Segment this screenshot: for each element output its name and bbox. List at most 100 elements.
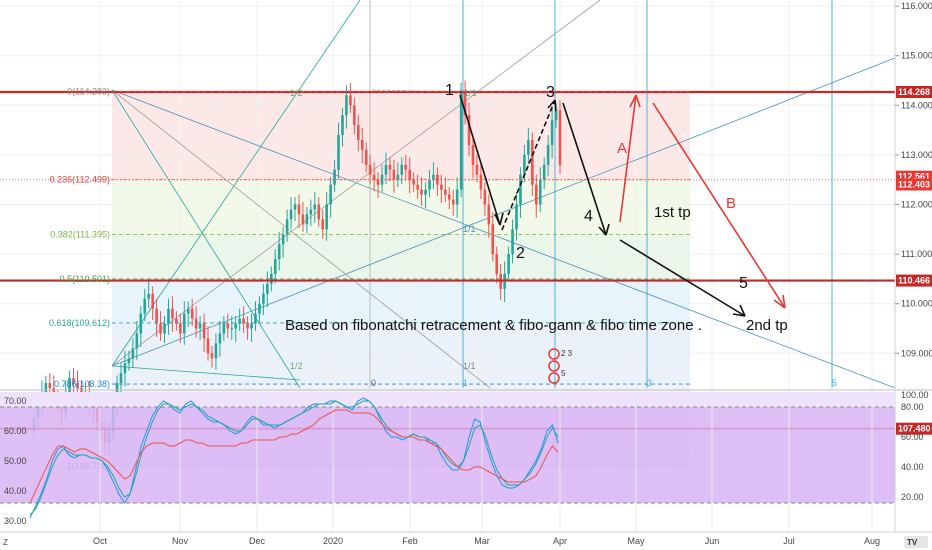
gann-fan-lines (111, 0, 896, 389)
time-axis[interactable]: Oct Nov Dec 2020 Feb Mar Apr May Jun Jul Aug (93, 536, 880, 546)
target-label-2nd-tp: 2nd tp (746, 317, 788, 334)
candle-body (491, 224, 495, 255)
candle-body (325, 204, 328, 230)
candle-body (198, 323, 202, 329)
price-tag (896, 422, 932, 435)
candle-body (139, 313, 143, 334)
candle-body (317, 204, 321, 220)
candle-body (412, 179, 415, 185)
candle-body (337, 135, 340, 170)
osc-tick-right: 40.00 (901, 462, 924, 472)
candle-body (380, 174, 384, 185)
candle-body (273, 259, 277, 274)
candle-body (440, 184, 443, 190)
candle-body (388, 164, 392, 170)
fib-label: 0.5(110.501) (60, 274, 110, 284)
candle-body (210, 353, 214, 359)
analysis-note: Based on fibonatchi retracement & fibo-g… (285, 317, 702, 334)
candle-body (242, 318, 245, 324)
candle-body (384, 164, 388, 175)
candle-body (159, 323, 162, 334)
price-tick-label: 115.000 (901, 51, 932, 61)
osc-tick-right: 100.00 (901, 390, 929, 400)
price-tag (896, 274, 932, 287)
wave-arrow-A (619, 94, 637, 223)
candle-body (550, 120, 554, 145)
price-tick-label: 113.000 (901, 150, 932, 160)
wave-arrow-4-5 (619, 239, 746, 317)
candle-body (76, 383, 79, 389)
stoch-rsi-oscillator-pane: 70.00 60.00 50.00 40.00 30.00 100.00 80.00 60.0… (0, 390, 929, 530)
footer-zoom-label[interactable]: Z (3, 538, 8, 547)
svg-text:TV: TV (907, 538, 918, 547)
candle-body (269, 273, 273, 284)
wave-label-A: A (617, 140, 627, 157)
wave-label-5: 5 (739, 275, 748, 292)
candle-body (222, 323, 226, 334)
tradingview-logo-icon: TV (904, 536, 928, 548)
candle-body (68, 378, 71, 393)
osc-series-line (29, 409, 559, 504)
candle-body (527, 140, 530, 155)
candle-body (534, 184, 538, 205)
time-tick-label: 2020 (323, 536, 343, 546)
timezone-label-0: 0 (371, 378, 376, 388)
candle-body (357, 125, 360, 141)
price-tick-label: 112.000 (901, 199, 932, 209)
time-tick-label: Jun (705, 536, 720, 546)
candle-body (459, 90, 463, 190)
wave-arrow-2-3 (501, 99, 556, 231)
candle-body (444, 189, 447, 195)
candle-body (281, 234, 285, 245)
wave-label-2: 2 (516, 245, 525, 262)
price-tag-label: 112.403 (898, 180, 930, 190)
candle-body (523, 154, 526, 175)
price-tick-label: 114.000 (901, 100, 932, 110)
candle-body (234, 323, 237, 329)
candle-body (321, 219, 325, 230)
candle-body (218, 333, 222, 344)
time-tick-label: Aug (864, 536, 880, 546)
fib-label: 0.382(111.395) (50, 230, 110, 240)
candle-body (483, 189, 487, 205)
price-axis[interactable]: 109.000 110.000 111.000 112.000 113.000 114.0… (895, 1, 932, 358)
timezone-label-1: 1 (463, 378, 468, 388)
time-tick-label: Feb (402, 536, 418, 546)
event-markers: 2 3 5 (548, 348, 573, 384)
event-marker-count-b: 5 (561, 369, 566, 378)
price-tag-label: 112.561 (898, 172, 930, 182)
osc-tick-left: 70.00 (4, 396, 27, 406)
candle-body (329, 184, 332, 205)
price-tag-label: 107.480 (898, 424, 931, 434)
candle-body (119, 373, 123, 384)
candle-body (558, 110, 562, 165)
candle-body (467, 115, 471, 145)
target-label-1st-tp: 1st tp (654, 204, 691, 221)
candle-body (471, 144, 475, 165)
candle-body (214, 343, 218, 359)
candle-body (368, 164, 372, 175)
time-tick-label: Oct (93, 536, 108, 546)
fib-label: 0(114.283) (67, 86, 110, 96)
candle-body (127, 358, 131, 364)
time-tick-label: Apr (553, 536, 567, 546)
candle-body (376, 179, 380, 185)
osc-tick-left: 50.00 (4, 456, 27, 466)
candle-body (400, 164, 404, 175)
candle-body (155, 308, 158, 324)
candle-body (147, 293, 150, 299)
price-tag-label: 110.466 (898, 276, 930, 286)
candle-body (309, 209, 313, 215)
candle-body (179, 323, 182, 334)
gann-label-half-top: 1/2 (290, 88, 303, 98)
candle-body (131, 348, 135, 359)
candle-body (428, 179, 431, 190)
osc-tick-left: 60.00 (4, 426, 27, 436)
candle-body (538, 179, 542, 205)
wave-arrow-B (652, 102, 786, 309)
time-tick-label: May (627, 536, 645, 546)
fib-label: 0.786(108.38) (54, 379, 110, 389)
candle-body (487, 204, 491, 225)
candle-body (333, 169, 336, 185)
